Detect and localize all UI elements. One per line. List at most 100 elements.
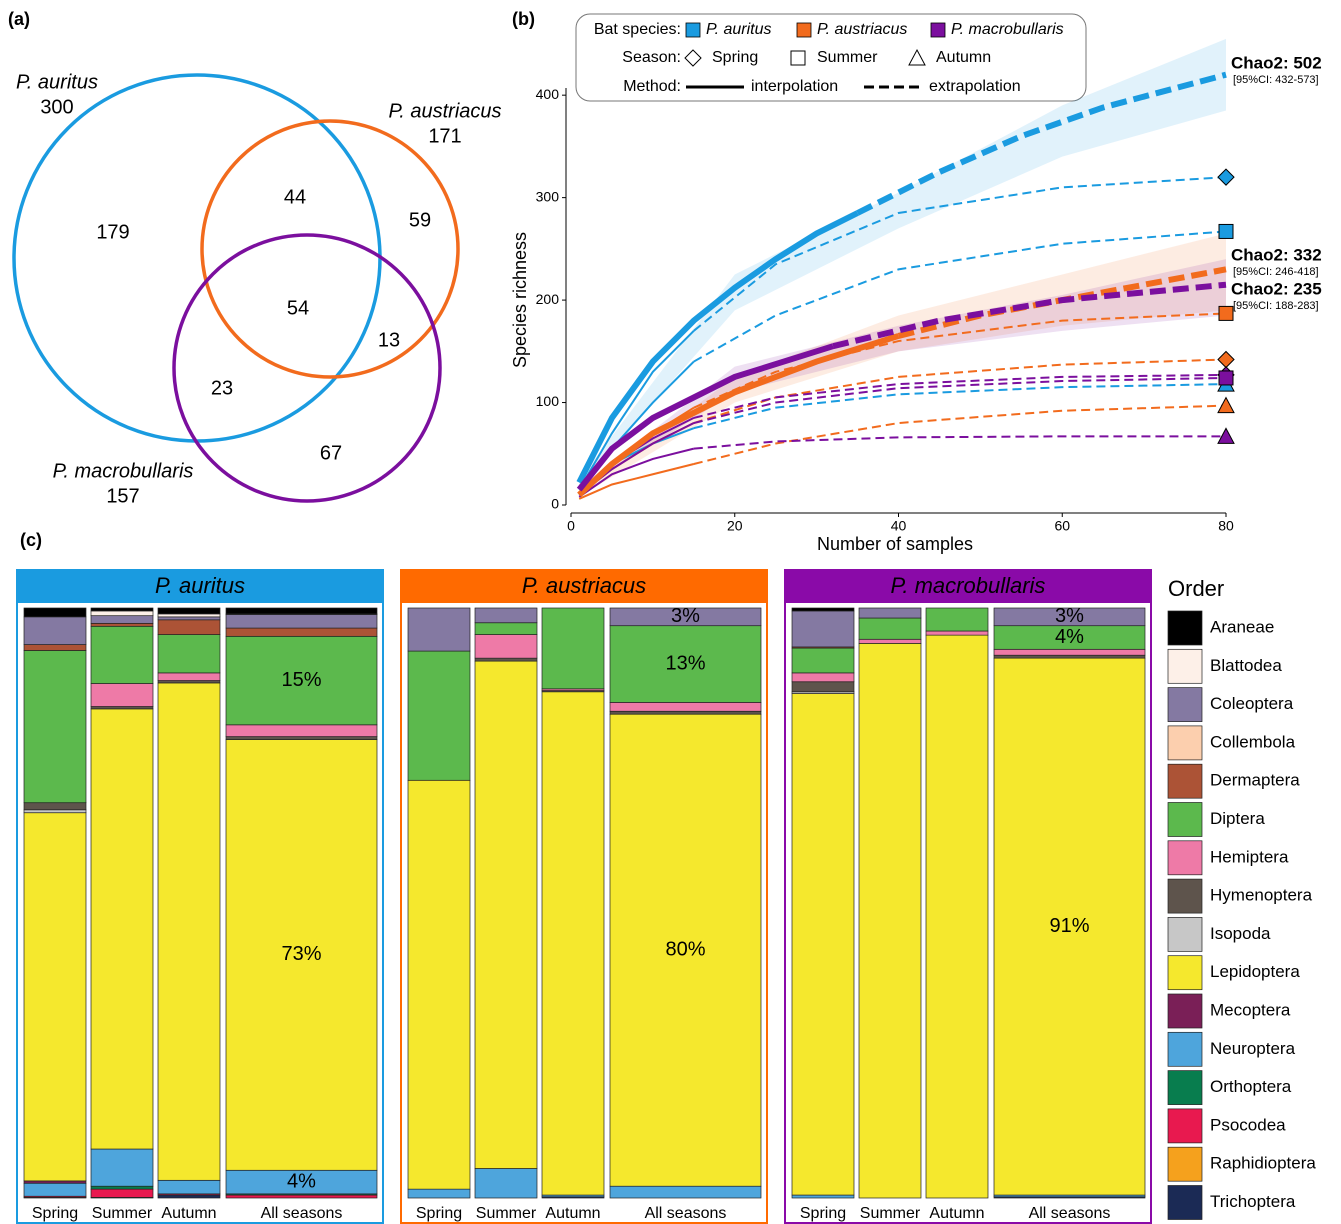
curve	[576, 343, 834, 492]
curve	[693, 435, 1226, 450]
curve	[693, 404, 1227, 465]
bar-segment	[925, 607, 989, 632]
set-name: P. austriacus	[388, 100, 501, 122]
legend-swatch	[1167, 687, 1203, 722]
bar-segment	[157, 672, 221, 681]
legend-swatch	[796, 22, 812, 38]
legend-label: Diptera	[1210, 809, 1265, 828]
legend-label: Isopoda	[1210, 924, 1271, 943]
bar-segment	[791, 672, 855, 683]
bar-segment	[157, 607, 221, 615]
legend-label: Neuroptera	[1210, 1039, 1296, 1058]
legend-label: Lepidoptera	[1210, 962, 1300, 981]
legend-swatch	[1167, 610, 1203, 646]
x-tick-label: All seasons	[645, 1205, 727, 1222]
bar-segment	[90, 625, 154, 684]
region-count: 67	[320, 442, 342, 464]
bar-segment	[90, 1185, 154, 1190]
panel-title: P. macrobullaris	[891, 573, 1046, 598]
chao2-ci: [95%CI: 246-418]	[1233, 266, 1319, 278]
value-label: 3%	[671, 605, 700, 627]
legend-swatch	[1167, 1070, 1203, 1105]
panel-header	[785, 570, 1151, 603]
set-circle	[12, 73, 382, 443]
value-label: 13%	[665, 652, 705, 674]
chao2-ci: [95%CI: 188-283]	[1233, 300, 1319, 312]
x-tick-label: Summer	[92, 1205, 153, 1222]
bar-segment	[90, 615, 154, 624]
set-size: 171	[428, 125, 461, 147]
legend-swatch	[1167, 1185, 1203, 1220]
curve	[856, 71, 1227, 216]
bar-segment	[225, 627, 378, 637]
y-tick-label: 100	[536, 393, 560, 409]
marker-square	[790, 50, 806, 66]
region-count: 13	[378, 329, 400, 351]
bar-segment	[858, 638, 922, 644]
legend-label: Trichoptera	[1210, 1192, 1296, 1211]
set-size: 300	[40, 96, 73, 118]
bar-segment	[23, 812, 87, 1182]
legend-title: Order	[1168, 576, 1224, 601]
bar-segment	[90, 610, 154, 617]
region-count: 44	[284, 186, 306, 208]
x-axis-title: Number of samples	[817, 534, 973, 554]
x-tick-label: All seasons	[1029, 1205, 1111, 1222]
bar-segment	[225, 724, 378, 737]
bar-segment	[23, 1180, 87, 1184]
marker-square	[1218, 223, 1234, 239]
bar-segment	[90, 1148, 154, 1187]
bar-segment	[157, 619, 221, 635]
bar-segment	[90, 683, 154, 707]
bar-segment	[858, 617, 922, 640]
x-tick-label: Summer	[476, 1205, 537, 1222]
x-tick-label: Spring	[32, 1205, 78, 1222]
set-size: 157	[106, 485, 139, 507]
bar-segment	[858, 607, 922, 619]
bar-segment	[23, 607, 87, 618]
bar-segment	[791, 1194, 855, 1199]
value-label: 73%	[281, 943, 321, 965]
legend-label: P. auritus	[706, 21, 772, 38]
value-label: 91%	[1049, 915, 1089, 937]
legend-label: Hymenoptera	[1210, 886, 1313, 905]
panel-title: P. auritus	[155, 573, 245, 598]
legend-label: Araneae	[1210, 617, 1274, 636]
marker-diamond	[1217, 168, 1235, 186]
bar-segment	[157, 680, 221, 684]
bar-segment	[90, 622, 154, 627]
set-name: P. auritus	[16, 71, 98, 93]
bar-segment	[225, 739, 378, 1171]
bar-segment	[225, 607, 378, 615]
bar-segment	[609, 702, 762, 712]
x-tick-label: Autumn	[929, 1205, 984, 1222]
curve	[693, 176, 1227, 332]
set-circle	[172, 233, 442, 503]
bar-segment	[225, 736, 378, 740]
x-tick-label: Spring	[800, 1205, 846, 1222]
legend-swatch	[930, 22, 946, 38]
bar-segment	[791, 610, 855, 648]
legend-label: Collembola	[1210, 732, 1296, 751]
marker-square	[1218, 305, 1234, 321]
x-tick-label: 0	[567, 518, 575, 534]
bar-segment	[993, 648, 1146, 656]
bar-segment	[474, 607, 538, 624]
legend-label: Psocodea	[1210, 1115, 1286, 1134]
legend-label: Dermaptera	[1210, 771, 1300, 790]
bar-segment	[993, 607, 1146, 627]
panel-label: (a)	[8, 9, 30, 29]
legend-box	[575, 13, 1087, 102]
legend-label: Autumn	[936, 49, 991, 66]
legend-swatch	[1167, 763, 1203, 799]
legend-label: Coleoptera	[1210, 694, 1294, 713]
bar-segment	[609, 1185, 762, 1199]
curve	[693, 376, 1227, 425]
curve	[578, 463, 695, 500]
bar-segment	[791, 681, 855, 693]
y-axis-title: Species richness	[510, 232, 530, 368]
legend-swatch	[1167, 802, 1203, 837]
legend-swatch	[1167, 1108, 1203, 1144]
curve	[832, 281, 1227, 350]
bar-segment	[791, 693, 855, 1196]
